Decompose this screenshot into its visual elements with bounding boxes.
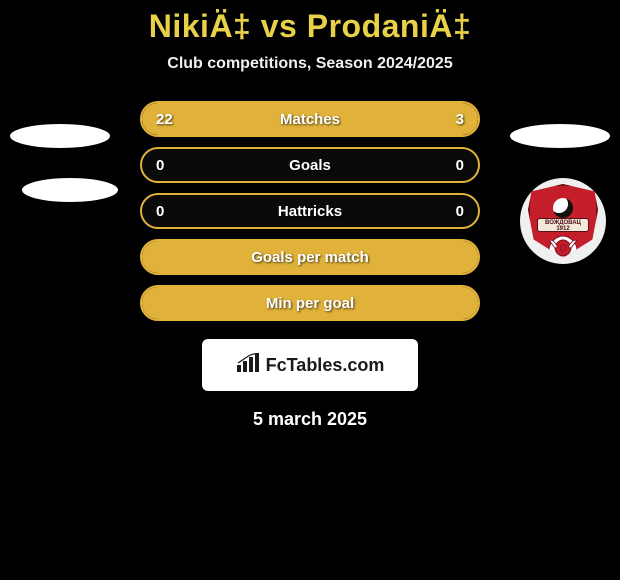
stat-row-min-per-goal: Min per goal [140,285,480,321]
stat-row-hattricks: 0 Hattricks 0 [140,193,480,229]
page-title: NikiÄ‡ vs ProdaniÄ‡ [0,8,620,45]
stat-right-value: 0 [456,157,464,174]
page-subtitle: Club competitions, Season 2024/2025 [0,55,620,73]
badge-banner-year: 1912 [538,226,588,232]
stat-left-value: 0 [156,203,164,220]
player-right-placeholder-1 [510,124,610,148]
stat-row-matches: 22 Matches 3 [140,101,480,137]
date-label: 5 march 2025 [0,409,620,430]
stat-row-goals-per-match: Goals per match [140,239,480,275]
stat-fill-right [407,103,478,135]
bar-chart-icon [236,353,260,378]
stat-fill-full [142,241,478,273]
stat-left-value: 0 [156,157,164,174]
stat-left-value: 22 [156,111,173,128]
watermark-text: FcTables.com [266,355,385,376]
stat-right-value: 3 [456,111,464,128]
stat-fill-left [142,103,407,135]
player-left-placeholder-2 [22,178,118,202]
stats-list: 22 Matches 3 0 Goals 0 0 Hattricks 0 Goa… [140,101,480,321]
player-left-placeholder-1 [10,124,110,148]
watermark[interactable]: FcTables.com [202,339,418,391]
stat-right-value: 0 [456,203,464,220]
soccer-ball-icon [553,198,573,218]
stat-fill-full [142,287,478,319]
club-badge-right: ВОЖДОВАЦ 1912 [520,178,606,264]
badge-banner: ВОЖДОВАЦ 1912 [537,218,589,232]
stat-label: Goals [142,157,478,174]
stat-label: Hattricks [142,203,478,220]
stat-row-goals: 0 Goals 0 [140,147,480,183]
